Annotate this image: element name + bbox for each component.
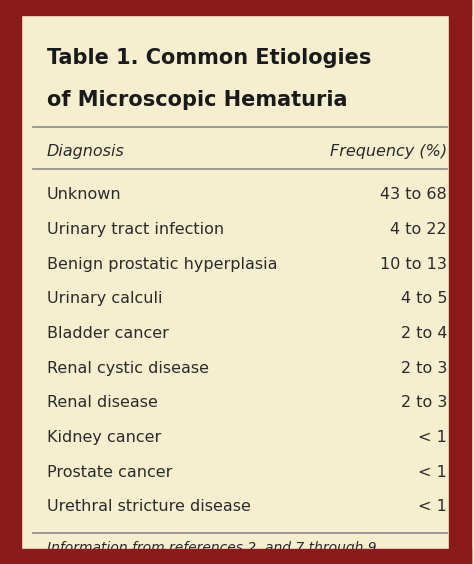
Text: Renal disease: Renal disease: [47, 395, 158, 411]
Text: Renal cystic disease: Renal cystic disease: [47, 361, 209, 376]
Text: < 1: < 1: [418, 500, 447, 514]
Text: Kidney cancer: Kidney cancer: [47, 430, 161, 445]
Text: Urethral stricture disease: Urethral stricture disease: [47, 500, 251, 514]
Text: 4 to 22: 4 to 22: [391, 222, 447, 237]
Bar: [0, 0, 471, 15]
Text: of Microscopic Hematuria: of Microscopic Hematuria: [47, 90, 347, 110]
Bar: [0, 0, 21, 564]
Text: < 1: < 1: [418, 465, 447, 480]
Text: Prostate cancer: Prostate cancer: [47, 465, 173, 480]
Text: Benign prostatic hyperplasia: Benign prostatic hyperplasia: [47, 257, 278, 272]
Bar: [449, 0, 471, 564]
Text: 2 to 4: 2 to 4: [401, 326, 447, 341]
Text: < 1: < 1: [418, 430, 447, 445]
Text: 10 to 13: 10 to 13: [380, 257, 447, 272]
Text: Unknown: Unknown: [47, 187, 122, 202]
Text: Table 1. Common Etiologies: Table 1. Common Etiologies: [47, 48, 372, 68]
Text: Urinary tract infection: Urinary tract infection: [47, 222, 224, 237]
Bar: [0, 549, 471, 564]
Text: 2 to 3: 2 to 3: [401, 361, 447, 376]
Text: 2 to 3: 2 to 3: [401, 395, 447, 411]
Text: Bladder cancer: Bladder cancer: [47, 326, 169, 341]
Text: Urinary calculi: Urinary calculi: [47, 291, 163, 306]
Text: Information from references 2, and 7 through 9.: Information from references 2, and 7 thr…: [47, 541, 381, 556]
Text: 4 to 5: 4 to 5: [401, 291, 447, 306]
Text: Frequency (%): Frequency (%): [330, 144, 447, 159]
Text: 43 to 68: 43 to 68: [380, 187, 447, 202]
Text: Diagnosis: Diagnosis: [47, 144, 125, 159]
